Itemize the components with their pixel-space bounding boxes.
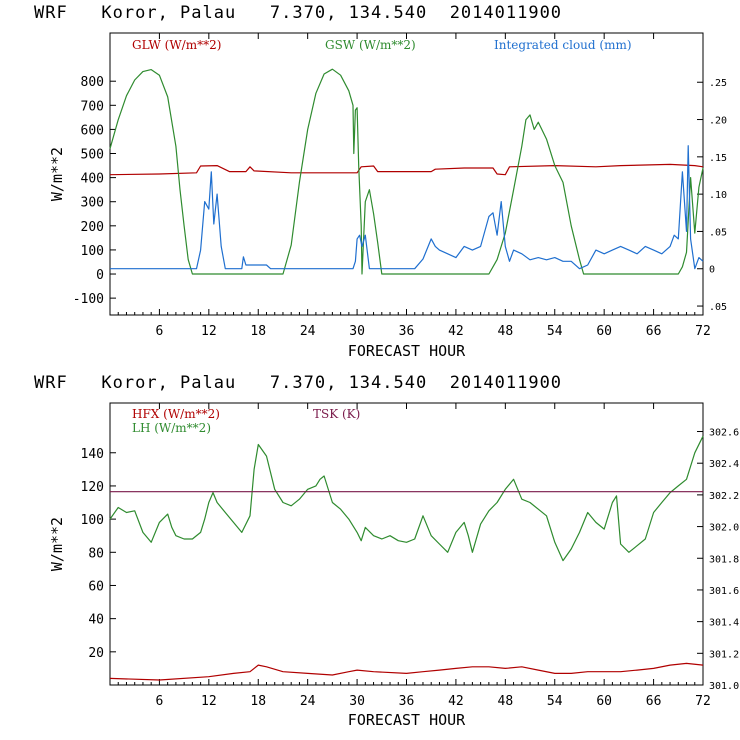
legend-entry-top-0: GLW (W/m**2) bbox=[132, 38, 221, 52]
legend-entry-bottom-0: HFX (W/m**2) bbox=[132, 407, 220, 421]
x-tick-label-bottom: 54 bbox=[547, 694, 563, 709]
y-tick-label-top: 100 bbox=[81, 244, 104, 259]
right-tick-label-bottom: 301.6 bbox=[709, 586, 739, 597]
chart-title-top: WRF Koror, Palau 7.370, 134.540 20140119… bbox=[34, 3, 563, 23]
series-line-bottom-1 bbox=[109, 435, 704, 562]
x-tick-label-bottom: 36 bbox=[399, 694, 415, 709]
y-tick-label-top: 0 bbox=[96, 268, 104, 283]
y-tick-label-bottom: 60 bbox=[88, 579, 104, 594]
x-tick-label-bottom: 42 bbox=[448, 694, 464, 709]
y-tick-label-top: 500 bbox=[81, 148, 104, 163]
y-tick-label-bottom: 120 bbox=[81, 480, 104, 495]
plot-frame-bottom bbox=[109, 402, 704, 686]
x-tick-label-top: 12 bbox=[201, 324, 217, 339]
y-tick-label-bottom: 80 bbox=[88, 546, 104, 561]
right-tick-label-top: .20 bbox=[709, 116, 727, 127]
right-tick-label-top: .05 bbox=[709, 227, 727, 238]
y-tick-label-top: 300 bbox=[81, 196, 104, 211]
x-tick-label-bottom: 30 bbox=[349, 694, 365, 709]
legend-entry-top-2: Integrated cloud (mm) bbox=[494, 38, 632, 52]
right-tick-label-bottom: 302.0 bbox=[709, 523, 739, 534]
right-tick-label-bottom: 301.4 bbox=[709, 618, 739, 629]
x-tick-label-top: 72 bbox=[695, 324, 711, 339]
x-tick-label-top: 36 bbox=[399, 324, 415, 339]
right-tick-label-top: .05 bbox=[709, 302, 727, 313]
y-tick-label-top: 800 bbox=[81, 75, 104, 90]
y-tick-label-top: -100 bbox=[73, 292, 104, 307]
x-tick-label-top: 24 bbox=[300, 324, 316, 339]
y-tick-label-bottom: 100 bbox=[81, 513, 104, 528]
legend-entry-bottom-1: LH (W/m**2) bbox=[132, 421, 211, 435]
x-tick-label-top: 48 bbox=[498, 324, 514, 339]
x-tick-label-top: 42 bbox=[448, 324, 464, 339]
x-tick-label-bottom: 12 bbox=[201, 694, 217, 709]
x-tick-label-bottom: 24 bbox=[300, 694, 316, 709]
plot-frame-top bbox=[109, 32, 704, 316]
x-tick-label-top: 30 bbox=[349, 324, 365, 339]
y-tick-label-top: 700 bbox=[81, 99, 104, 114]
y-tick-label-bottom: 20 bbox=[88, 646, 104, 661]
x-tick-label-bottom: 48 bbox=[498, 694, 514, 709]
x-tick-label-bottom: 66 bbox=[646, 694, 662, 709]
right-tick-label-bottom: 301.0 bbox=[709, 681, 739, 692]
x-tick-label-top: 18 bbox=[250, 324, 266, 339]
y-tick-label-top: 600 bbox=[81, 123, 104, 138]
right-tick-label-bottom: 302.4 bbox=[709, 459, 739, 470]
y-tick-label-top: 200 bbox=[81, 220, 104, 235]
chart-title-bottom: WRF Koror, Palau 7.370, 134.540 20140119… bbox=[34, 373, 563, 393]
right-tick-label-bottom: 302.6 bbox=[709, 428, 739, 439]
series-line-top-2 bbox=[110, 145, 704, 270]
x-tick-label-bottom: 60 bbox=[596, 694, 612, 709]
y-tick-label-bottom: 140 bbox=[81, 447, 104, 462]
series-line-top-0 bbox=[109, 163, 704, 176]
y-axis-title-bottom: W/m**2 bbox=[48, 517, 66, 571]
right-tick-label-top: .10 bbox=[709, 190, 727, 201]
x-tick-label-top: 54 bbox=[547, 324, 563, 339]
right-tick-label-top: 0 bbox=[709, 265, 715, 276]
x-tick-label-top: 6 bbox=[156, 324, 164, 339]
y-axis-title-top: W/m**2 bbox=[48, 147, 66, 201]
x-tick-label-top: 60 bbox=[596, 324, 612, 339]
y-tick-label-top: 400 bbox=[81, 172, 104, 187]
right-tick-label-top: .15 bbox=[709, 153, 727, 164]
legend-entry-bottom-2: TSK (K) bbox=[313, 407, 360, 421]
series-line-bottom-0 bbox=[109, 662, 704, 681]
x-tick-label-bottom: 72 bbox=[695, 694, 711, 709]
x-tick-label-top: 66 bbox=[646, 324, 662, 339]
right-tick-label-bottom: 302.2 bbox=[709, 491, 739, 502]
right-tick-label-bottom: 301.8 bbox=[709, 554, 739, 565]
series-line-top-1 bbox=[109, 68, 704, 275]
legend-entry-top-1: GSW (W/m**2) bbox=[325, 38, 416, 52]
x-axis-title-bottom: FORECAST HOUR bbox=[348, 711, 466, 729]
right-tick-label-top: .25 bbox=[709, 78, 727, 89]
x-axis-title-top: FORECAST HOUR bbox=[348, 342, 466, 360]
y-tick-label-bottom: 40 bbox=[88, 613, 104, 628]
x-tick-label-bottom: 6 bbox=[156, 694, 164, 709]
x-tick-label-bottom: 18 bbox=[250, 694, 266, 709]
right-tick-label-bottom: 301.2 bbox=[709, 649, 739, 660]
